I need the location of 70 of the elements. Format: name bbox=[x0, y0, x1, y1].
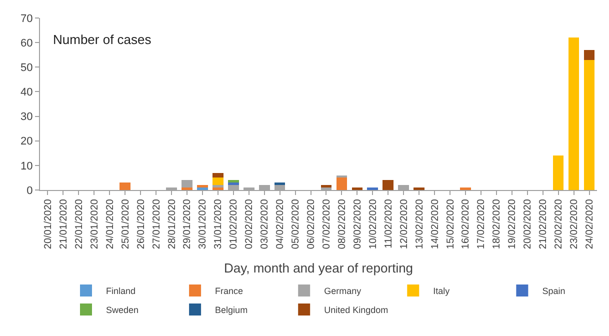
x-tick-label: 15/02/2020 bbox=[445, 198, 456, 250]
legend-label: Italy bbox=[433, 286, 450, 296]
x-tick-label: 20/01/2020 bbox=[42, 198, 54, 250]
bar bbox=[320, 185, 332, 188]
x-tick-label: 25/01/2020 bbox=[120, 198, 132, 250]
y-tick-label: 70 bbox=[20, 12, 33, 25]
x-tick-label: 27/01/2020 bbox=[151, 198, 162, 250]
x-axis-title: Day, month and year of reporting bbox=[224, 260, 414, 276]
x-tick-label: 05/02/2020 bbox=[290, 198, 302, 250]
legend-label: Finland bbox=[106, 286, 136, 296]
x-tick-label: 30/01/2020 bbox=[198, 198, 209, 250]
x-tick-label: 31/01/2020 bbox=[213, 198, 224, 250]
y-tick-label: 0 bbox=[26, 184, 33, 197]
legend-label: Belgium bbox=[215, 305, 248, 316]
x-tick-label: 26/01/2020 bbox=[136, 198, 147, 250]
x-tick-label: 03/02/2020 bbox=[260, 198, 271, 250]
x-tick-label: 21/02/2020 bbox=[538, 198, 550, 250]
y-tick-label: 30 bbox=[20, 111, 33, 124]
x-tick-label: 06/02/2020 bbox=[306, 198, 318, 250]
x-tick-label: 01/02/2020 bbox=[228, 198, 240, 250]
x-tick-label: 29/01/2020 bbox=[182, 198, 194, 250]
bar bbox=[552, 156, 564, 190]
x-tick-label: 24/02/2020 bbox=[584, 198, 596, 250]
x-tick-label: 24/01/2020 bbox=[104, 198, 116, 250]
x-tick-label: 22/02/2020 bbox=[554, 198, 565, 250]
bar bbox=[584, 50, 595, 60]
legend-label: United Kingdom bbox=[324, 305, 388, 316]
bar bbox=[228, 182, 239, 186]
x-tick-label: 09/02/2020 bbox=[352, 198, 364, 250]
legend-label: Sweden bbox=[106, 305, 139, 316]
bar bbox=[584, 60, 595, 190]
x-tick-label: 18/02/2020 bbox=[492, 198, 503, 250]
x-tick-label: 28/01/2020 bbox=[166, 198, 178, 250]
bar bbox=[336, 178, 348, 190]
bar bbox=[182, 180, 192, 188]
x-tick-label: 21/01/2020 bbox=[58, 198, 70, 250]
bar bbox=[120, 182, 131, 190]
x-tick-label: 04/02/2020 bbox=[275, 198, 286, 250]
bar bbox=[197, 185, 208, 188]
x-tick-label: 16/02/2020 bbox=[460, 198, 472, 250]
bar bbox=[568, 38, 580, 190]
x-tick-label: 23/01/2020 bbox=[89, 198, 100, 250]
bar bbox=[212, 172, 224, 178]
x-tick-label: 23/02/2020 bbox=[569, 198, 580, 250]
x-tick-label: 20/02/2020 bbox=[522, 198, 534, 250]
bar bbox=[212, 185, 224, 188]
x-tick-label: 14/02/2020 bbox=[430, 198, 441, 250]
legend-label: France bbox=[215, 286, 244, 296]
y-tick-label: 20 bbox=[20, 136, 33, 148]
y-tick-label: 10 bbox=[20, 160, 33, 172]
legend-label: Spain bbox=[542, 286, 566, 296]
x-tick-label: 07/02/2020 bbox=[321, 198, 332, 250]
y-tick-label: 50 bbox=[20, 62, 33, 74]
x-tick-label: 19/02/2020 bbox=[507, 198, 518, 250]
x-tick-label: 08/02/2020 bbox=[336, 198, 348, 250]
x-tick-label: 11/02/2020 bbox=[383, 198, 394, 248]
y-tick-label: 60 bbox=[20, 37, 33, 50]
bar bbox=[382, 180, 394, 190]
bar bbox=[274, 182, 286, 186]
x-tick-label: 17/02/2020 bbox=[476, 198, 488, 250]
legend-label: Germany bbox=[324, 286, 362, 296]
x-tick-label: 22/01/2020 bbox=[74, 198, 85, 250]
bar bbox=[212, 178, 224, 186]
annotation: Number of cases bbox=[53, 32, 152, 47]
bar bbox=[228, 180, 239, 183]
x-tick-label: 02/02/2020 bbox=[244, 198, 256, 250]
x-tick-label: 13/02/2020 bbox=[414, 198, 426, 250]
x-tick-label: 10/02/2020 bbox=[368, 198, 379, 250]
x-tick-label: 12/02/2020 bbox=[398, 198, 410, 250]
y-tick-label: 40 bbox=[20, 86, 33, 99]
